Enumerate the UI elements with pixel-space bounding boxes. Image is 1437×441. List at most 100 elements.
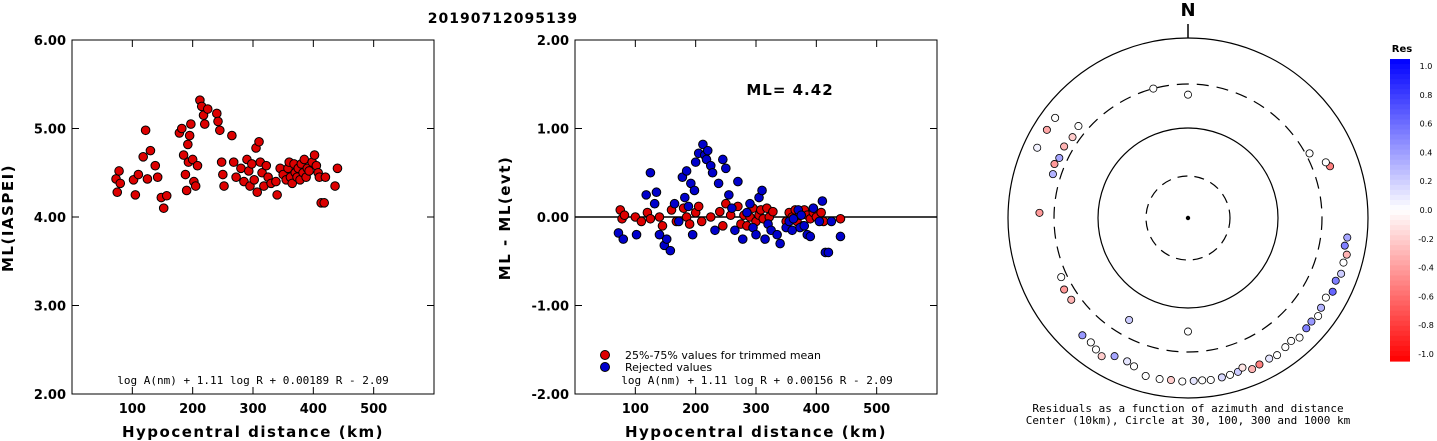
data-point-rejected xyxy=(814,216,825,227)
y-tick-label: 2.00 xyxy=(537,34,569,49)
data-point-trimmed xyxy=(115,178,126,189)
colorbar-tick-label: 1.0 xyxy=(1420,62,1433,71)
station-residual-marker xyxy=(1337,269,1346,278)
station-residual-marker xyxy=(1166,376,1175,385)
y-tick-label: 0.00 xyxy=(537,211,569,226)
data-point-trimmed xyxy=(299,154,310,165)
data-point-trimmed xyxy=(218,169,228,180)
colorbar-segment xyxy=(1390,325,1410,332)
magnitude-y-axis-label: ML(IASPEI) xyxy=(0,164,17,272)
y-tick-label: -1.00 xyxy=(532,300,569,315)
y-tick-label: 1.00 xyxy=(537,123,569,138)
colorbar-tick-label: -0.6 xyxy=(1418,292,1434,301)
colorbar-segment xyxy=(1390,134,1410,141)
data-point-rejected xyxy=(651,187,662,198)
station-residual-marker xyxy=(1305,149,1314,158)
data-point-rejected xyxy=(707,167,718,178)
data-point-trimmed xyxy=(192,160,203,171)
data-point-trimmed xyxy=(177,123,187,134)
polar-caption-line-1: Residuals as a function of azimuth and d… xyxy=(1032,402,1343,415)
station-residual-marker xyxy=(1060,285,1069,294)
data-point-trimmed xyxy=(138,152,148,162)
station-residual-marker xyxy=(1317,303,1326,312)
residual-formula: log A(nm) + 1.11 log R + 0.00156 R - 2.0… xyxy=(621,374,893,387)
data-point-rejected xyxy=(787,225,798,236)
colorbar-segment xyxy=(1390,330,1410,337)
colorbar-segment xyxy=(1390,300,1410,307)
station-residual-marker xyxy=(1091,345,1100,354)
data-point-rejected xyxy=(742,207,752,218)
legend: 25%-75% values for trimmed mean Rejected… xyxy=(600,349,821,374)
station-residual-marker xyxy=(1050,160,1059,169)
data-point-rejected xyxy=(823,247,834,258)
station-residual-marker xyxy=(1141,371,1150,380)
data-point-rejected xyxy=(661,234,672,244)
colorbar-segment xyxy=(1390,220,1410,226)
station-residual-marker xyxy=(1130,362,1139,371)
data-point-trimmed xyxy=(320,172,331,182)
data-point-rejected xyxy=(727,203,737,213)
station-residual-marker xyxy=(1060,142,1069,151)
y-tick-label: 2.00 xyxy=(34,388,66,403)
data-point-rejected xyxy=(618,234,629,244)
data-point-rejected xyxy=(733,176,743,187)
colorbar-segment xyxy=(1390,230,1410,236)
station-residual-marker xyxy=(1184,327,1193,336)
data-point-rejected xyxy=(826,216,837,227)
y-tick-label: 3.00 xyxy=(34,300,66,315)
colorbar-segment xyxy=(1390,245,1410,251)
station-residual-marker xyxy=(1307,317,1316,326)
station-residual-marker xyxy=(1042,125,1051,134)
data-point-trimmed xyxy=(150,160,161,171)
colorbar-segment xyxy=(1390,69,1410,75)
colorbar-tick-label: -0.2 xyxy=(1418,235,1434,244)
colorbar-segment xyxy=(1390,129,1410,136)
data-point-trimmed xyxy=(215,125,225,136)
data-point-rejected xyxy=(835,231,846,242)
magnitude-formula: log A(nm) + 1.11 log R + 0.00189 R - 2.0… xyxy=(117,374,389,387)
data-point-trimmed xyxy=(216,157,227,167)
ring-30km xyxy=(1145,175,1231,261)
residual-y-axis-label: ML - ML(evt) xyxy=(496,156,514,280)
data-point-trimmed xyxy=(254,136,264,147)
station-residual-marker xyxy=(1273,351,1282,360)
data-point-rejected xyxy=(808,203,819,213)
station-residual-marker xyxy=(1155,375,1164,384)
colorbar-segment xyxy=(1390,104,1410,110)
colorbar-tick-label: 0.6 xyxy=(1420,120,1433,129)
station-residual-marker xyxy=(1198,376,1207,385)
station-residual-marker xyxy=(1048,170,1057,179)
colorbar-segment xyxy=(1390,295,1410,302)
data-point-trimmed xyxy=(261,160,272,171)
data-point-trimmed xyxy=(187,154,198,165)
data-point-rejected xyxy=(631,229,642,240)
colorbar-segment xyxy=(1390,59,1410,65)
colorbar-tick-label: -0.8 xyxy=(1418,321,1434,330)
epicenter-marker xyxy=(1185,215,1191,221)
colorbar-segment xyxy=(1390,210,1410,216)
station-residual-marker xyxy=(1184,90,1193,99)
colorbar-segment xyxy=(1390,154,1410,161)
colorbar-segment xyxy=(1390,345,1410,352)
station-residual-marker xyxy=(1331,276,1340,285)
data-point-trimmed xyxy=(684,219,695,229)
station-residual-marker xyxy=(1295,333,1304,342)
colorbar-segment xyxy=(1390,265,1410,271)
x-tick-label: 100 xyxy=(119,402,146,417)
station-residual-marker xyxy=(1110,352,1119,361)
x-tick-label: 200 xyxy=(179,402,206,417)
colorbar-tick-label: -1.0 xyxy=(1418,350,1434,359)
colorbar-segment xyxy=(1390,89,1410,95)
x-tick-label: 500 xyxy=(863,402,890,417)
x-tick-label: 300 xyxy=(239,402,266,417)
data-point-rejected xyxy=(737,234,748,244)
data-point-trimmed xyxy=(693,201,704,212)
colorbar-segment xyxy=(1390,320,1410,327)
station-residual-marker xyxy=(1287,336,1296,345)
data-point-trimmed xyxy=(145,145,156,156)
colorbar-segment xyxy=(1390,74,1410,80)
colorbar-segment xyxy=(1390,350,1410,357)
x-tick-label: 400 xyxy=(803,402,830,417)
colorbar-segment xyxy=(1390,79,1410,85)
polar-caption-line-2: Center (10km), Circle at 30, 100, 300 an… xyxy=(1026,414,1351,427)
